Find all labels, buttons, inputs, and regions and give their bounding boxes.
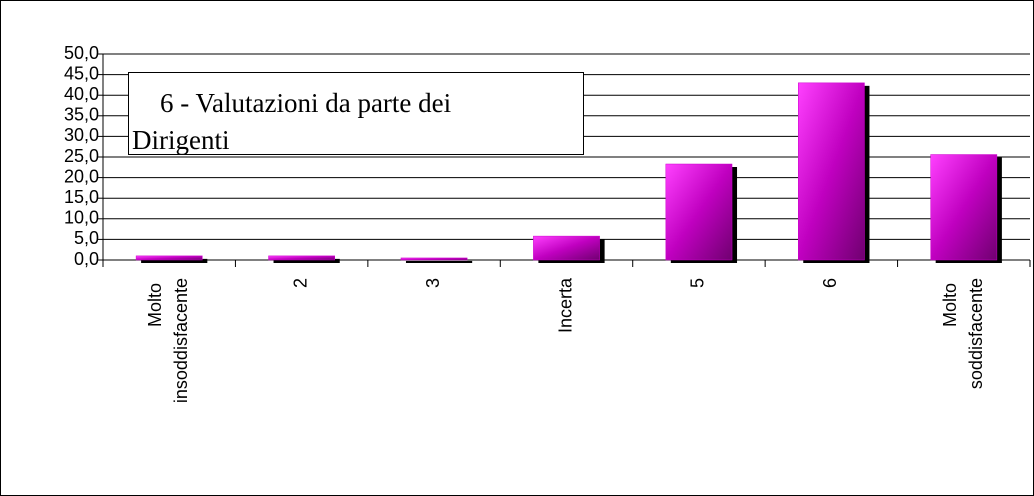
- y-tick-label: 0,0: [74, 249, 99, 269]
- x-tick-label: Incerta: [555, 277, 575, 333]
- y-tick-label: 15,0: [64, 187, 99, 207]
- y-tick-label: 5,0: [74, 228, 99, 248]
- y-tick-label: 25,0: [64, 146, 99, 166]
- x-tick-label: 2: [290, 278, 310, 288]
- bar-shadow: [405, 260, 473, 263]
- title-frame: [128, 72, 584, 155]
- x-tick-label: 6: [820, 278, 840, 288]
- bar-shadow: [273, 258, 340, 263]
- y-tick-label: 10,0: [64, 208, 99, 228]
- x-tick-label: Molto insoddisfacente: [145, 278, 191, 403]
- x-tick-label: 5: [688, 278, 708, 288]
- y-tick-label: 45,0: [64, 63, 99, 83]
- x-tick-label: Molto soddisfacente: [940, 278, 986, 389]
- bar: [400, 257, 468, 261]
- x-tick-label: 3: [423, 278, 443, 288]
- bar: [533, 235, 600, 261]
- y-tick-label: 50,0: [64, 43, 99, 63]
- bar: [665, 163, 733, 261]
- y-tick-label: 20,0: [64, 166, 99, 186]
- bar: [268, 255, 335, 261]
- bar: [798, 82, 865, 261]
- plot: 0,05,010,015,020,025,030,035,040,045,050…: [64, 43, 1031, 403]
- bar: [135, 255, 203, 261]
- title-box: 6 - Valutazioni da parte dei Dirigenti: [128, 72, 584, 155]
- bar: [930, 154, 998, 261]
- y-tick-label: 35,0: [64, 105, 99, 125]
- bar-shadow: [141, 258, 208, 263]
- chart-title: 6 - Valutazioni da parte dei Dirigenti: [132, 88, 458, 155]
- y-tick-label: 30,0: [64, 125, 99, 145]
- y-tick-label: 40,0: [64, 84, 99, 104]
